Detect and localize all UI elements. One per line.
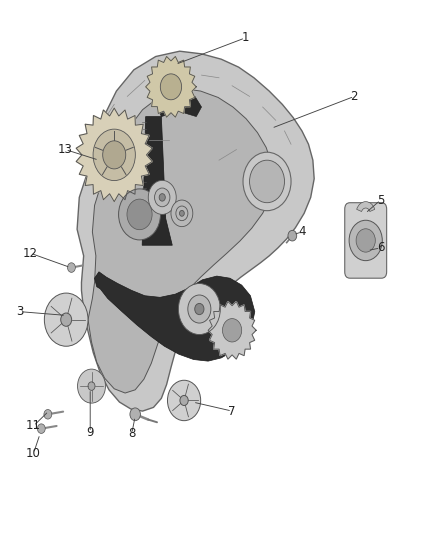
Circle shape [102,141,126,169]
Text: 4: 4 [298,225,306,238]
Polygon shape [208,302,256,359]
Circle shape [188,295,211,323]
Circle shape [180,211,184,216]
Circle shape [288,230,297,241]
Polygon shape [157,91,201,117]
Circle shape [178,284,220,335]
Text: 9: 9 [86,426,94,439]
Circle shape [78,369,106,403]
Circle shape [67,263,75,272]
Polygon shape [76,108,152,201]
Text: 5: 5 [377,193,384,207]
Polygon shape [142,117,172,245]
Text: 6: 6 [377,241,384,254]
Text: 13: 13 [58,143,73,156]
Circle shape [171,200,193,227]
Text: 2: 2 [350,90,358,103]
Circle shape [155,188,170,207]
Circle shape [159,193,165,201]
Circle shape [160,74,182,100]
Circle shape [44,293,88,346]
Text: 7: 7 [228,405,236,417]
Text: 8: 8 [128,427,135,440]
Circle shape [37,424,45,433]
Circle shape [51,303,83,342]
Circle shape [356,229,375,252]
Text: 10: 10 [26,447,41,460]
Text: 3: 3 [17,305,24,318]
Circle shape [61,313,72,326]
Text: 1: 1 [241,31,249,44]
Circle shape [243,152,291,211]
Polygon shape [77,51,314,411]
Circle shape [250,160,285,203]
Polygon shape [88,88,274,393]
Circle shape [130,408,141,421]
Circle shape [176,206,188,221]
Circle shape [127,199,152,230]
Circle shape [223,319,242,342]
Polygon shape [95,272,255,361]
Wedge shape [357,201,375,212]
Circle shape [119,189,160,240]
FancyBboxPatch shape [345,203,387,278]
Circle shape [148,180,176,214]
Circle shape [167,380,201,421]
Circle shape [44,409,52,419]
Circle shape [195,303,204,314]
Circle shape [93,129,135,181]
Circle shape [349,220,382,261]
Circle shape [180,395,188,406]
Polygon shape [146,56,196,117]
Circle shape [88,382,95,390]
Text: 12: 12 [23,247,38,260]
Text: 11: 11 [26,419,41,432]
